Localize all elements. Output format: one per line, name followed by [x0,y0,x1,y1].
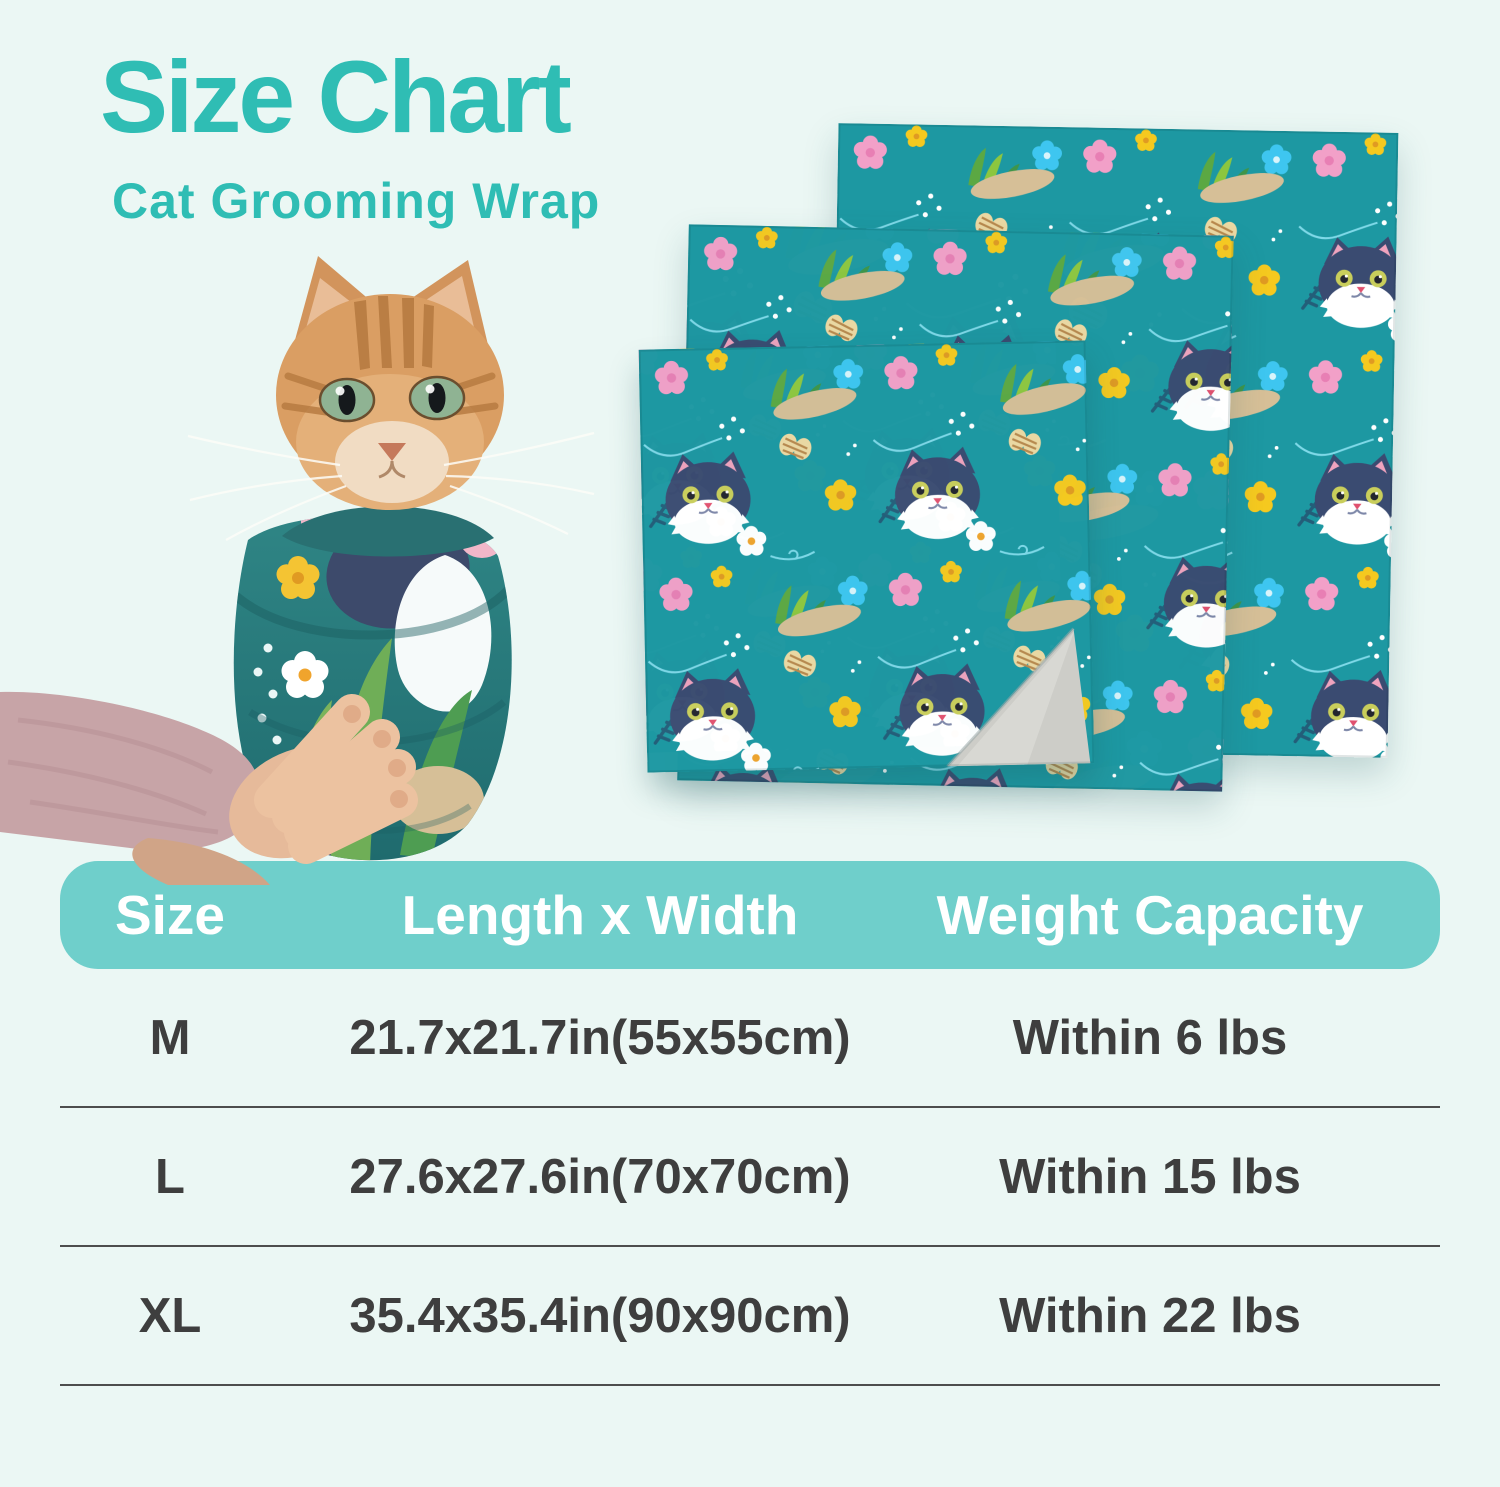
column-header-capacity: Weight Capacity [936,884,1364,946]
fabric-swatch-m [638,340,1095,773]
dimensions-value: 35.4x35.4in(90x90cm) [349,1288,851,1343]
table-header-row: Size Length x Width Weight Capacity [60,861,1440,969]
dimensions-value: 27.6x27.6in(70x70cm) [349,1149,851,1204]
size-value: M [149,1010,191,1065]
size-table: Size Length x Width Weight Capacity M 21… [60,861,1440,1386]
fold-corner [946,627,1091,768]
capacity-value: Within 22 lbs [999,1288,1301,1343]
table-row-m: M 21.7x21.7in(55x55cm) Within 6 lbs [60,969,1440,1108]
column-header-size: Size [114,884,226,946]
holding-hand [0,691,418,885]
capacity-value: Within 6 lbs [1012,1010,1288,1065]
size-value: L [155,1149,185,1204]
size-value: XL [138,1288,202,1343]
dimensions-value: 21.7x21.7in(55x55cm) [349,1010,851,1065]
cat-eyes [318,375,466,423]
table-row-xl: XL 35.4x35.4in(90x90cm) Within 22 lbs [60,1247,1440,1386]
wrap-collar [282,506,494,557]
table-row-l: L 27.6x27.6in(70x70cm) Within 15 lbs [60,1108,1440,1247]
page-title: Size Chart [100,40,572,154]
whiskers [187,431,595,541]
page-subtitle: Cat Grooming Wrap [112,173,601,229]
capacity-value: Within 15 lbs [999,1149,1301,1204]
cat-head [187,256,595,541]
cat-photo [0,256,595,885]
column-header-dimensions: Length x Width [401,884,799,946]
